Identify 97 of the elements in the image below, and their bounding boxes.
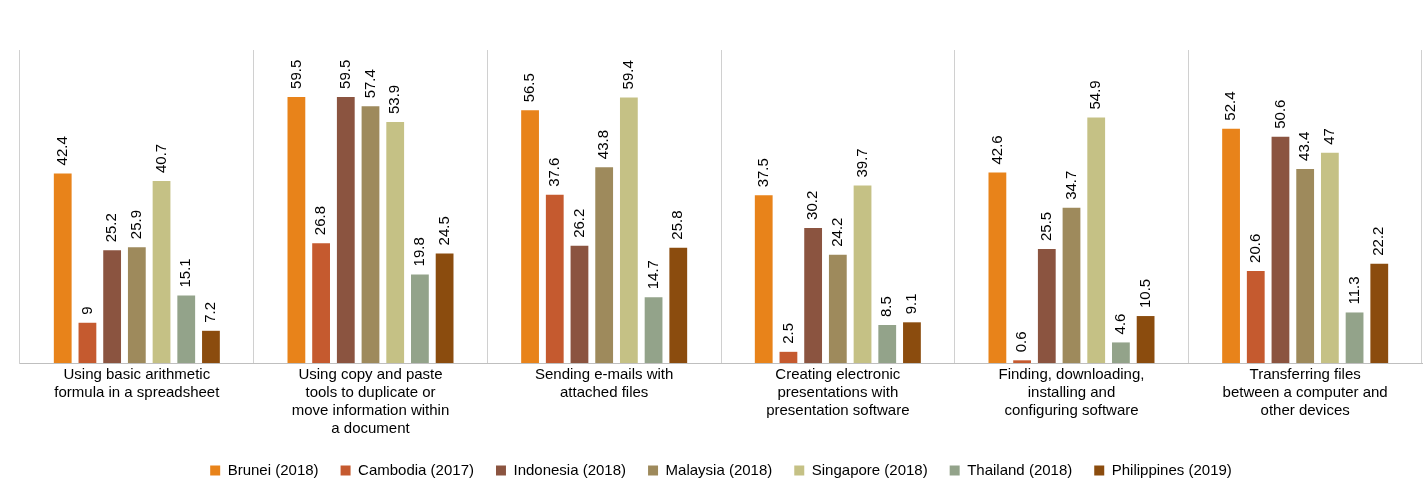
bar xyxy=(570,245,589,363)
data-label: 57.4 xyxy=(360,69,378,99)
bar xyxy=(435,253,454,363)
legend-label: Indonesia (2018) xyxy=(513,460,627,478)
bar xyxy=(202,330,220,363)
data-label: 24.5 xyxy=(434,216,452,246)
bar xyxy=(521,110,539,363)
data-label: 30.2 xyxy=(803,190,821,220)
data-label: 43.8 xyxy=(594,129,612,160)
data-label: 7.2 xyxy=(201,301,219,323)
data-label: 15.1 xyxy=(176,258,194,288)
bar xyxy=(878,324,897,363)
bar xyxy=(1062,207,1081,363)
bar xyxy=(1037,248,1056,363)
data-label: 42.4 xyxy=(52,136,70,166)
bar xyxy=(1320,152,1339,363)
bar xyxy=(669,247,688,363)
legend-label: Thailand (2018) xyxy=(967,460,1073,478)
bar xyxy=(78,322,97,363)
data-label: 59.5 xyxy=(286,59,304,89)
data-label: 37.6 xyxy=(544,157,562,187)
data-label: 10.5 xyxy=(1135,278,1153,309)
bar xyxy=(287,96,306,363)
bar xyxy=(1013,360,1031,363)
bar xyxy=(1345,312,1364,363)
legend-label: Brunei (2018) xyxy=(227,460,319,478)
bar xyxy=(1222,128,1240,363)
data-label: 59.4 xyxy=(619,60,637,90)
bar xyxy=(988,172,1007,363)
bar xyxy=(644,297,663,363)
x-tick-label: Creating electronic presentations with presentation software xyxy=(766,365,910,419)
bar xyxy=(853,185,872,363)
legend-label: Malaysia (2018) xyxy=(665,460,773,478)
bar xyxy=(804,227,823,363)
x-tick-label: Using basic arithmetic formula in a spreadsheet xyxy=(54,365,221,401)
bar xyxy=(1087,117,1106,363)
data-label: 26.2 xyxy=(569,208,587,238)
x-tick-label: Transferring files between a computer and other devices xyxy=(1222,365,1388,419)
data-label: 24.2 xyxy=(827,217,845,247)
bar xyxy=(619,97,638,363)
bar xyxy=(53,173,72,363)
bar xyxy=(595,167,614,363)
bar xyxy=(152,181,171,363)
bar xyxy=(1246,270,1265,363)
data-label: 53.9 xyxy=(385,84,403,114)
data-label: 25.9 xyxy=(126,209,144,240)
data-label: 47 xyxy=(1320,128,1338,145)
data-label: 2.5 xyxy=(778,322,796,344)
data-label: 59.5 xyxy=(335,59,353,89)
legend-label: Singapore (2018) xyxy=(811,460,928,478)
data-label: 4.6 xyxy=(1111,313,1129,335)
data-label: 25.5 xyxy=(1036,211,1054,241)
data-label: 40.7 xyxy=(151,143,169,174)
bar xyxy=(386,121,405,363)
data-label: 0.6 xyxy=(1012,331,1030,353)
bar xyxy=(1136,316,1155,363)
data-label: 42.6 xyxy=(987,135,1005,165)
data-label: 25.8 xyxy=(668,210,686,240)
bar xyxy=(127,247,146,363)
bar xyxy=(312,243,330,363)
data-label: 11.3 xyxy=(1344,276,1362,305)
data-label: 34.7 xyxy=(1061,170,1079,200)
data-label: 22.2 xyxy=(1369,226,1387,256)
bar xyxy=(828,254,847,363)
data-label: 43.4 xyxy=(1295,131,1313,161)
data-label: 56.5 xyxy=(520,73,538,103)
bar xyxy=(361,106,380,363)
legend-label: Philippines (2019) xyxy=(1111,460,1232,478)
data-label: 14.7 xyxy=(643,260,661,290)
bar xyxy=(545,194,564,363)
data-label: 19.8 xyxy=(410,237,428,267)
bar xyxy=(1370,263,1389,363)
data-label: 8.5 xyxy=(877,296,895,317)
data-label: 9 xyxy=(77,306,95,315)
data-label: 52.4 xyxy=(1221,91,1239,121)
data-label: 20.6 xyxy=(1245,233,1263,263)
data-label: 50.6 xyxy=(1270,99,1288,129)
data-label: 37.5 xyxy=(753,158,771,188)
bar xyxy=(336,96,355,363)
x-tick-label: Finding, downloading, installing and configuring software xyxy=(998,365,1145,419)
bar xyxy=(903,322,921,363)
bar xyxy=(1112,342,1130,363)
data-label: 26.8 xyxy=(311,205,329,236)
bar xyxy=(1271,136,1290,363)
data-label: 54.9 xyxy=(1086,80,1104,110)
data-label: 39.7 xyxy=(852,148,870,178)
x-tick-label: Using copy and paste tools to duplicate or move information within a document xyxy=(291,365,450,437)
bar xyxy=(754,195,773,363)
legend-label: Cambodia (2017) xyxy=(358,460,474,478)
data-label: 25.2 xyxy=(102,213,120,243)
bar xyxy=(411,274,429,363)
bar xyxy=(177,295,196,363)
x-tick-label: Sending e-mails with attached files xyxy=(534,365,674,401)
bar xyxy=(103,250,122,363)
data-label: 9.1 xyxy=(902,293,920,315)
bar xyxy=(779,351,798,363)
bar xyxy=(1296,168,1315,363)
